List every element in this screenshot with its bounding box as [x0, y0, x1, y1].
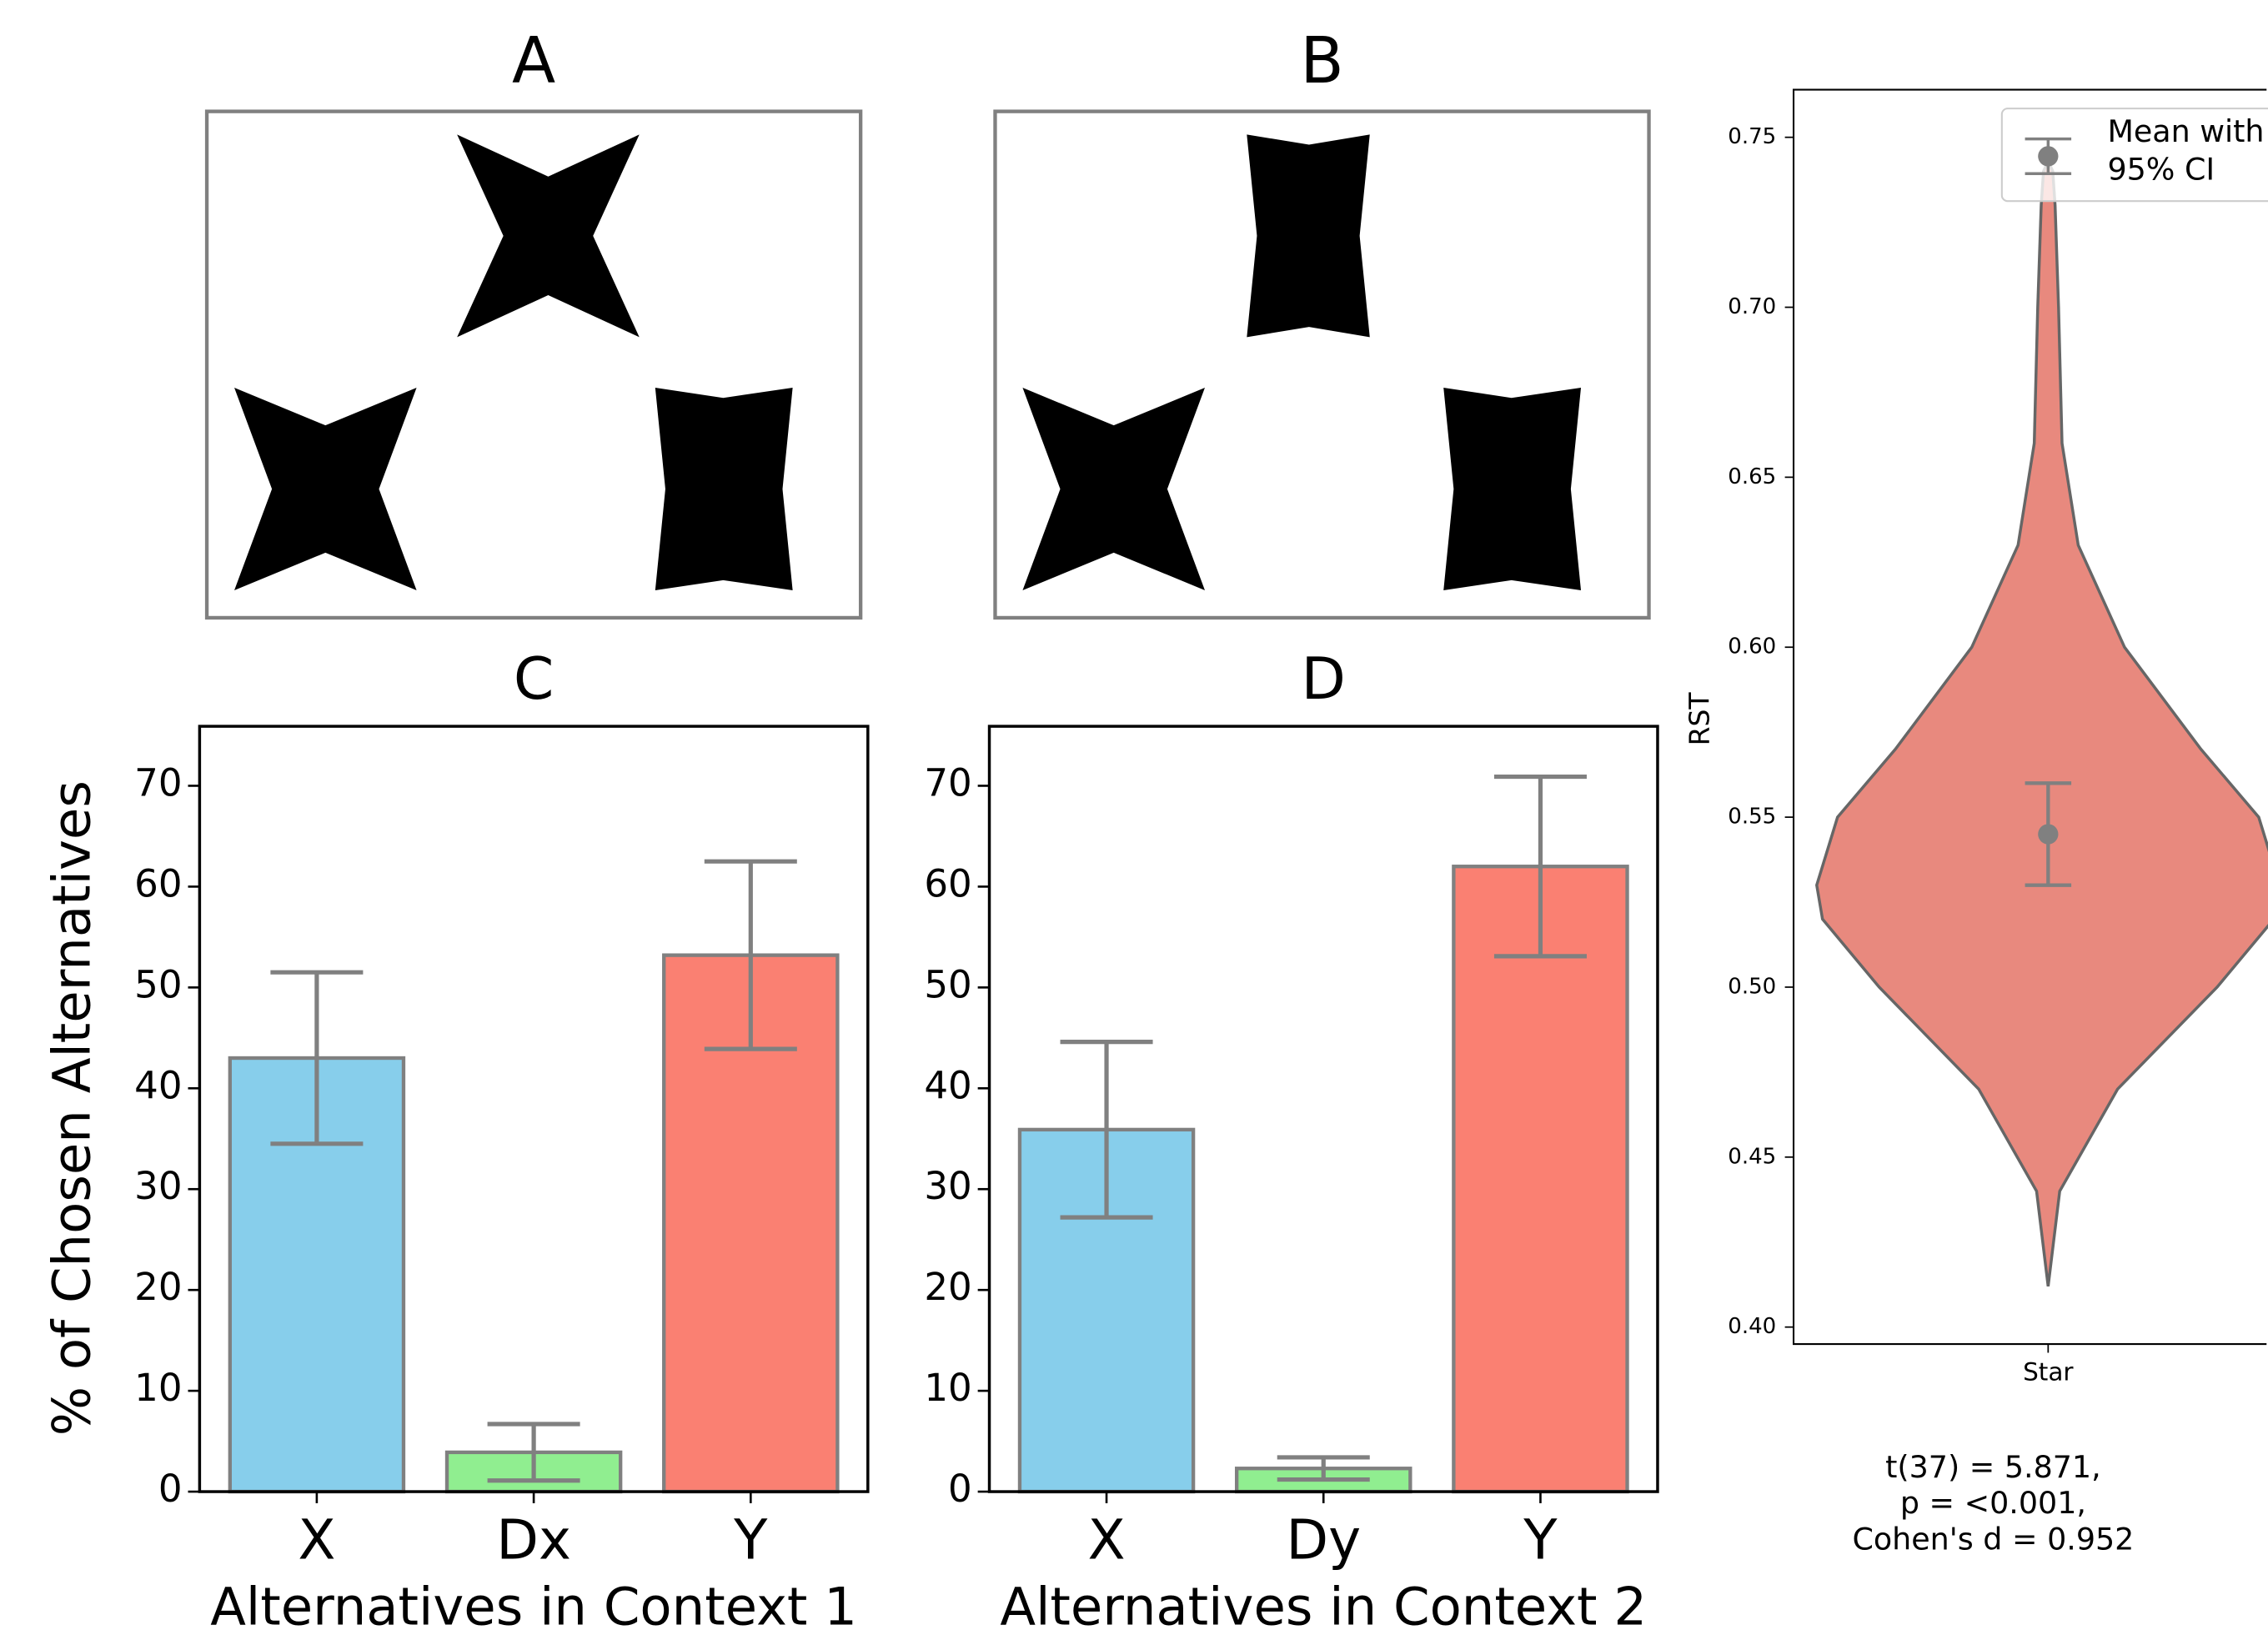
y-tick-label: 0.55	[1728, 805, 1776, 830]
page: {"panels":[{"title":"A"},{"title":"B"}],…	[0, 0, 2268, 1645]
annotation: Cohen's d = 0.952	[1852, 1522, 2134, 1557]
mean-marker	[2038, 824, 2058, 844]
y-tick-label: 10	[134, 1366, 182, 1410]
star-shape	[655, 388, 793, 590]
panel-title: A	[512, 24, 555, 98]
y-tick-label: 0.50	[1728, 974, 1776, 999]
legend-marker	[2038, 146, 2058, 166]
x-tick-label: Y	[733, 1508, 768, 1572]
y-tick-label: 50	[134, 962, 182, 1006]
chart-title: C	[514, 646, 554, 713]
bar	[1453, 866, 1627, 1492]
legend-label: 95% CI	[2107, 151, 2215, 187]
y-tick-label: 0	[948, 1467, 972, 1511]
legend-label: Mean with	[2107, 113, 2264, 149]
y-tick-label: 20	[924, 1265, 971, 1309]
x-tick-label: Star	[2023, 1357, 2074, 1386]
y-tick-label: 0.75	[1728, 124, 1776, 149]
y-tick-label: 40	[924, 1063, 971, 1107]
x-axis-label: Alternatives in Context 1	[210, 1576, 857, 1637]
y-tick-label: 60	[134, 861, 182, 905]
y-tick-label: 30	[134, 1164, 182, 1208]
y-tick-label: 50	[924, 962, 971, 1006]
y-tick-label: 0.65	[1728, 464, 1776, 489]
y-tick-label: 30	[924, 1164, 971, 1208]
violin	[1817, 161, 2268, 1286]
y-tick-label: 20	[134, 1265, 182, 1309]
y-tick-label: 70	[134, 760, 182, 805]
x-axis-label: Alternatives in Context 2	[1000, 1576, 1647, 1637]
annotation: p = <0.001,	[1900, 1485, 2086, 1521]
star-shape	[234, 388, 417, 590]
x-tick-label: Dx	[496, 1508, 571, 1572]
star-shape	[457, 134, 640, 337]
y-tick-label: 0.60	[1728, 634, 1776, 660]
y-tick-label: 0	[158, 1467, 183, 1511]
y-tick-label: 70	[924, 760, 971, 805]
x-tick-label: Dy	[1286, 1508, 1361, 1572]
annotation: t(37) = 5.871,	[1885, 1449, 2101, 1485]
star-shape	[1443, 388, 1581, 590]
figure: A B C010203040506070XDxYAlternatives in …	[0, 0, 2268, 1645]
star-shape	[1247, 134, 1369, 337]
chart-title: D	[1302, 646, 1346, 713]
y-tick-label: 0.70	[1728, 294, 1776, 319]
y-tick-label: 0.40	[1728, 1314, 1776, 1339]
panel-title: B	[1300, 24, 1343, 98]
y-tick-label: 40	[134, 1063, 182, 1107]
x-tick-label: X	[1087, 1508, 1125, 1572]
x-tick-label: X	[298, 1508, 335, 1572]
y-tick-label: 0.45	[1728, 1144, 1776, 1169]
x-tick-label: Y	[1523, 1508, 1558, 1572]
y-tick-label: 60	[924, 861, 971, 905]
y-tick-label: 10	[924, 1366, 971, 1410]
y-axis-label: % of Chosen Alternatives	[41, 780, 102, 1436]
star-shape	[1022, 388, 1205, 590]
y-axis-label: RST	[1683, 692, 1716, 746]
